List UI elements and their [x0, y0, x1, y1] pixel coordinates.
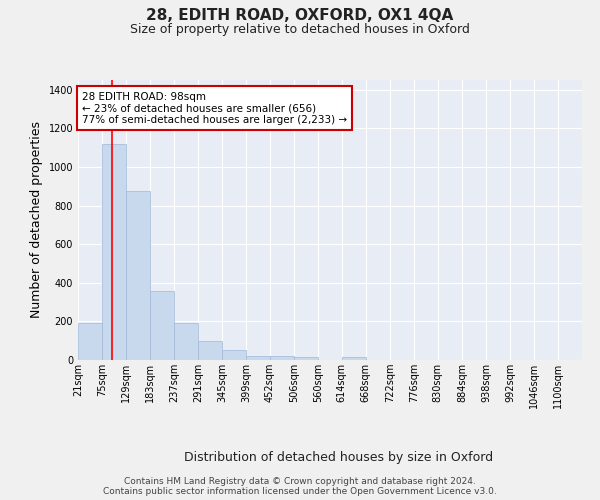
Bar — [294, 356, 318, 360]
Bar — [246, 356, 270, 360]
Bar — [198, 342, 222, 360]
Text: Distribution of detached houses by size in Oxford: Distribution of detached houses by size … — [184, 451, 494, 464]
Text: Contains public sector information licensed under the Open Government Licence v3: Contains public sector information licen… — [103, 486, 497, 496]
Bar — [222, 350, 246, 360]
Text: 28, EDITH ROAD, OXFORD, OX1 4QA: 28, EDITH ROAD, OXFORD, OX1 4QA — [146, 8, 454, 22]
Bar — [150, 292, 174, 360]
Text: Contains HM Land Registry data © Crown copyright and database right 2024.: Contains HM Land Registry data © Crown c… — [124, 476, 476, 486]
Bar — [102, 144, 126, 360]
Bar — [126, 191, 150, 360]
Text: 28 EDITH ROAD: 98sqm
← 23% of detached houses are smaller (656)
77% of semi-deta: 28 EDITH ROAD: 98sqm ← 23% of detached h… — [82, 92, 347, 125]
Text: Size of property relative to detached houses in Oxford: Size of property relative to detached ho… — [130, 22, 470, 36]
Y-axis label: Number of detached properties: Number of detached properties — [30, 122, 43, 318]
Bar — [270, 356, 294, 360]
Bar — [78, 324, 102, 360]
Bar — [174, 324, 198, 360]
Bar — [342, 357, 366, 360]
